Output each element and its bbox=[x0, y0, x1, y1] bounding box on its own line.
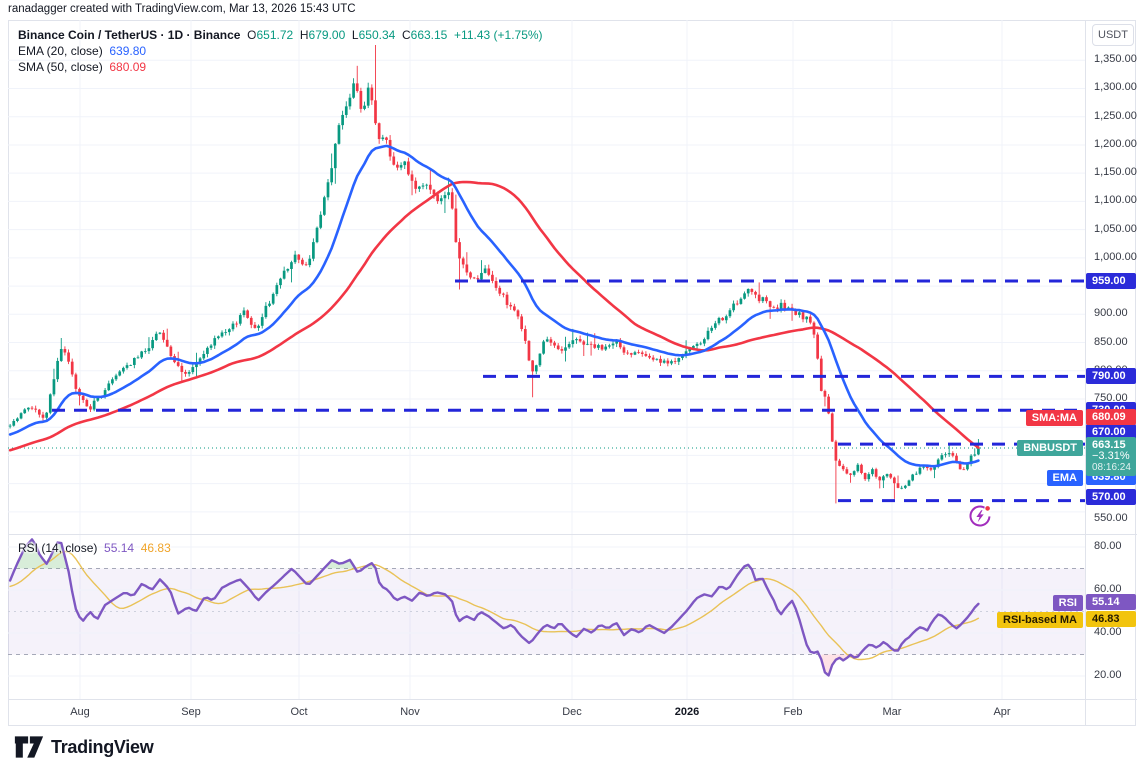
ema-series-tag: EMA bbox=[1046, 470, 1083, 486]
time-axis-label: Aug bbox=[70, 706, 90, 718]
sma-legend-row[interactable]: SMA (50, close) 680.09 bbox=[18, 59, 146, 75]
sma-series-tag: SMA:MA bbox=[1025, 410, 1083, 426]
level-axis-label: 670.00 bbox=[1086, 424, 1136, 441]
rsi-axis-label: 55.14 bbox=[1086, 594, 1136, 610]
time-axis-label: Dec bbox=[562, 706, 582, 718]
sma-legend-value: 680.09 bbox=[109, 60, 147, 74]
rsi-tick-label: 80.00 bbox=[1094, 540, 1122, 552]
price-tick-label: 1,100.00 bbox=[1094, 194, 1137, 207]
current-price-axis-label: 663.15 −3.31% 08:16:24 bbox=[1086, 437, 1136, 476]
ema-legend-value: 639.80 bbox=[109, 44, 147, 58]
main-price-pane[interactable] bbox=[8, 20, 1085, 534]
rsi-pane[interactable] bbox=[8, 535, 1085, 699]
time-axis-separator bbox=[8, 699, 1137, 700]
ohlc-change: +11.43 (+1.75%) bbox=[454, 28, 543, 42]
time-axis-label: Feb bbox=[783, 706, 803, 718]
attribution-text: ranadagger created with TradingView.com,… bbox=[8, 3, 356, 15]
bar-countdown: 08:16:24 bbox=[1092, 462, 1131, 473]
symbol-title: Binance Coin / TetherUS · 1D · Binance bbox=[18, 28, 241, 42]
tradingview-logo-text: TradingView bbox=[51, 736, 154, 757]
price-tick-label: 1,150.00 bbox=[1094, 166, 1137, 179]
rsi-tick-label: 20.00 bbox=[1094, 669, 1122, 681]
current-price-value: 663.15 bbox=[1092, 439, 1126, 451]
time-axis-label: Nov bbox=[400, 706, 420, 718]
price-tick-label: 750.00 bbox=[1094, 391, 1128, 404]
rsi-legend-row[interactable]: RSI (14, close) 55.14 46.83 bbox=[18, 540, 171, 556]
price-tick-label: 1,250.00 bbox=[1094, 109, 1137, 122]
symbol-series-tag: BNBUSDT bbox=[1017, 440, 1083, 456]
rsi-tick-label: 60.00 bbox=[1094, 583, 1122, 595]
price-tick-label: 1,000.00 bbox=[1094, 250, 1137, 263]
price-tick-label: 1,200.00 bbox=[1094, 137, 1137, 150]
sma-axis-label: 680.09 bbox=[1086, 409, 1136, 425]
price-tick-label: 900.00 bbox=[1094, 307, 1128, 320]
price-tick-label: 850.00 bbox=[1094, 335, 1128, 348]
rsi-ma-legend-value: 46.83 bbox=[140, 541, 171, 555]
sma-legend-label: SMA (50, close) bbox=[18, 60, 103, 74]
ohlc-low-value: 650.34 bbox=[358, 28, 396, 42]
time-axis-label: Apr bbox=[993, 706, 1011, 718]
ohlc-low-label: L bbox=[351, 28, 359, 42]
time-axis-label: Mar bbox=[882, 706, 902, 718]
ema-legend-row[interactable]: EMA (20, close) 639.80 bbox=[18, 43, 146, 59]
level-axis-label: 570.00 bbox=[1086, 488, 1136, 505]
ohlc-close-value: 663.15 bbox=[410, 28, 448, 42]
ema-legend-label: EMA (20, close) bbox=[18, 44, 103, 58]
rsi-ma-axis-label: 46.83 bbox=[1086, 611, 1136, 627]
price-tick-label: 1,300.00 bbox=[1094, 81, 1137, 94]
ohlc-high-label: H bbox=[299, 28, 309, 42]
ohlc-open-label: O bbox=[247, 28, 257, 42]
current-price-change: −3.31% bbox=[1092, 450, 1130, 462]
price-tick-label: 1,350.00 bbox=[1094, 53, 1137, 66]
rsi-series-tag: RSI bbox=[1052, 595, 1083, 611]
pane-divider[interactable] bbox=[8, 534, 1137, 535]
time-axis-label: 2026 bbox=[674, 706, 700, 718]
ohlc-close-label: C bbox=[401, 28, 411, 42]
rsi-ma-series-tag: RSI-based MA bbox=[997, 612, 1083, 628]
price-tick-label: 550.00 bbox=[1094, 511, 1128, 524]
ohlc-high-value: 679.00 bbox=[308, 28, 346, 42]
rsi-tick-label: 40.00 bbox=[1094, 626, 1122, 638]
lightning-icon[interactable] bbox=[966, 502, 994, 530]
level-axis-label: 959.00 bbox=[1086, 272, 1136, 289]
ohlc-open-value: 651.72 bbox=[256, 28, 294, 42]
tradingview-logo[interactable]: TradingView bbox=[14, 735, 154, 759]
rsi-legend-value: 55.14 bbox=[104, 541, 135, 555]
currency-unit-button[interactable]: USDT bbox=[1092, 24, 1134, 46]
tradingview-logo-icon bbox=[14, 736, 44, 758]
time-axis-label: Oct bbox=[290, 706, 308, 718]
rsi-legend-label: RSI (14, close) bbox=[18, 541, 98, 555]
symbol-legend-row[interactable]: Binance Coin / TetherUS · 1D · Binance O… bbox=[18, 27, 543, 43]
time-axis-label: Sep bbox=[181, 706, 201, 718]
price-axis-separator bbox=[1085, 20, 1086, 726]
price-tick-label: 1,050.00 bbox=[1094, 222, 1137, 235]
level-axis-label: 790.00 bbox=[1086, 368, 1136, 385]
